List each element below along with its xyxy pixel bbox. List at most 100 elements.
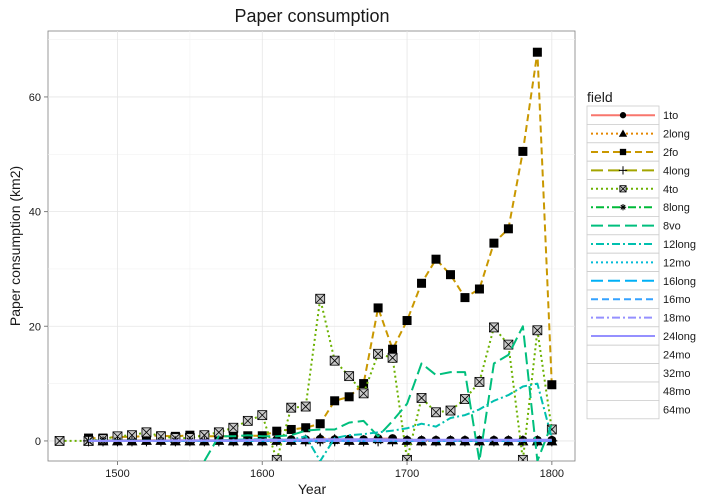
x-axis-label: Year [298,481,327,497]
legend-item-12mo: 12mo [586,252,691,272]
chart-title: Paper consumption [234,6,389,26]
data-point-2fo [503,224,513,234]
legend-label: 32mo [663,368,691,380]
legend-item-2fo: 2fo [586,142,678,162]
legend-label: 12long [663,239,696,251]
data-point-2fo [359,379,369,389]
data-point-4to [474,376,485,387]
legend-label: 24long [663,331,696,343]
x-tick-label: 1600 [250,468,274,480]
legend-label: 24mo [663,349,691,361]
legend-label: 64mo [663,405,691,417]
data-point-4to [416,393,427,403]
plot-panel [47,30,576,462]
legend-key-box [586,381,660,401]
legend-key-marker [618,129,628,137]
legend-item-4to: 4to [586,179,678,199]
data-point-4to [257,410,268,421]
x-tick-label: 1800 [540,468,564,480]
y-tick-label: 40 [29,207,41,219]
legend-title: field [587,89,613,105]
data-point-2fo [315,419,325,429]
legend-key-marker [619,204,627,211]
data-point-4to [141,427,152,438]
legend-item-24mo: 24mo [586,344,691,365]
data-point-2fo [388,344,398,354]
y-axis-label: Paper consumption (km2) [7,166,23,326]
series-24long [88,438,552,442]
data-point-8long [547,436,557,446]
data-point-2fo [532,47,542,57]
data-point-4to [156,431,166,442]
x-tick-label: 1500 [105,468,129,480]
data-point-4to [286,402,297,413]
legend-key-marker [619,148,627,156]
data-point-2fo [431,254,441,264]
data-point-4to [271,454,282,461]
data-point-2fo [301,423,311,433]
data-point-2fo [445,270,455,280]
legend-item-1to: 1to [586,105,678,125]
legend-item-8vo: 8vo [586,215,681,236]
legend-item-16mo: 16mo [586,289,691,309]
legend-item-2long: 2long [586,124,690,144]
y-axis-ticks: 0 20 40 60 [29,92,48,448]
data-point-4to [329,355,340,366]
y-tick-label: 60 [29,92,41,104]
data-point-8long [402,436,412,446]
legend-label: 2fo [663,147,678,159]
data-point-2fo [330,396,340,406]
data-point-2fo [373,303,383,313]
legend-item-8long: 8long [586,197,690,217]
data-point-4to [228,422,239,433]
y-tick-label: 20 [29,321,41,333]
series-line-4to [59,297,553,461]
legend-label: 18mo [663,313,691,325]
x-tick-label: 1700 [395,468,419,480]
data-point-2fo [344,392,354,402]
legend-item-18mo: 18mo [586,307,691,328]
legend-key-box [586,363,660,383]
data-point-4to [517,454,528,461]
grid-lines [48,31,575,461]
data-point-2fo [286,424,296,434]
legend-label: 2long [663,129,690,141]
x-axis-ticks: 1500 1600 1700 1800 [105,461,564,480]
legend-key-box [586,344,660,365]
legend-label: 16mo [663,294,691,306]
data-point-2fo [272,426,282,436]
data-point-4to [402,454,412,461]
series-line-8vo [203,325,553,461]
legend-label: 48mo [663,386,691,398]
legend-label: 12mo [663,257,691,269]
data-point-4to [431,407,441,418]
legend-item-24long: 24long [586,326,696,346]
series-line-24long [88,438,552,442]
data-point-2fo [417,278,427,288]
legend-item-64mo: 64mo [586,399,691,420]
legend-label: 8vo [663,221,681,233]
data-point-4to [315,293,326,304]
data-point-2fo [474,284,484,294]
data-point-4to [242,415,253,426]
data-point-2fo [547,380,557,390]
legend-label: 16long [663,276,696,288]
data-point-4to [373,348,383,359]
series-8vo [203,325,553,461]
data-point-4to [387,352,398,363]
legend-key-marker [619,112,627,119]
data-point-4to [489,322,499,333]
data-point-4to [300,401,311,412]
data-point-4to [445,405,456,416]
legend-key-marker [619,185,627,193]
data-point-4to [460,394,470,404]
data-point-4to [344,371,355,382]
legend-item-48mo: 48mo [586,381,691,401]
legend-item-32mo: 32mo [586,363,691,383]
legend-item-12long: 12long [586,234,696,254]
data-point-4to [532,325,543,336]
legend-label: 1to [663,110,678,122]
data-point-2fo [518,146,528,156]
legend-key-box [586,399,660,420]
